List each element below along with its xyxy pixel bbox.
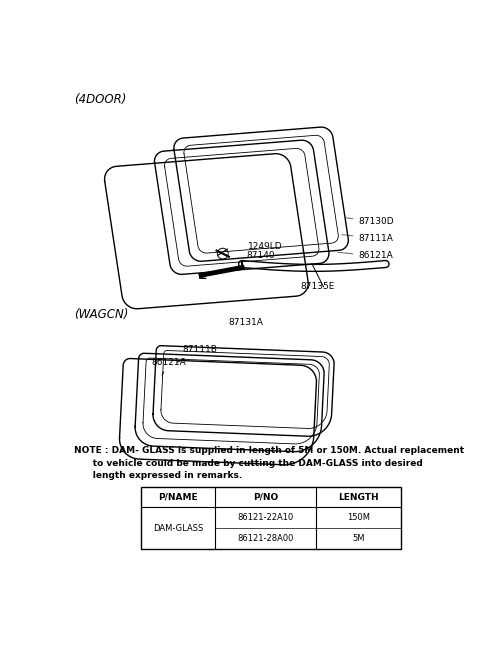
Text: (4DOOR): (4DOOR) <box>74 93 126 106</box>
Text: P/NAME: P/NAME <box>158 493 198 502</box>
Text: 86121-22A10: 86121-22A10 <box>237 513 293 522</box>
Text: 86121-28A00: 86121-28A00 <box>237 533 294 543</box>
Text: 86121A: 86121A <box>152 357 186 375</box>
Text: NOTE : DAM- GLASS is supplied in length of 5M or 150M. Actual replacement
      : NOTE : DAM- GLASS is supplied in length … <box>74 446 464 480</box>
Text: 87135E: 87135E <box>300 283 335 291</box>
Text: 87131A: 87131A <box>228 317 264 327</box>
Bar <box>142 487 401 549</box>
Text: 87130D: 87130D <box>346 217 394 226</box>
Text: 5M: 5M <box>352 533 365 543</box>
Text: LENGTH: LENGTH <box>338 493 379 502</box>
Text: 150M: 150M <box>347 513 370 522</box>
Text: 86121A: 86121A <box>338 252 393 260</box>
Text: 87111B: 87111B <box>177 346 217 363</box>
Text: DAM-GLASS: DAM-GLASS <box>153 524 204 533</box>
Text: 1249LD: 1249LD <box>248 242 283 251</box>
Text: (WAGCN): (WAGCN) <box>74 308 128 321</box>
Text: 87140: 87140 <box>246 252 275 260</box>
Text: 87111A: 87111A <box>342 234 393 242</box>
Text: P/NO: P/NO <box>253 493 278 502</box>
